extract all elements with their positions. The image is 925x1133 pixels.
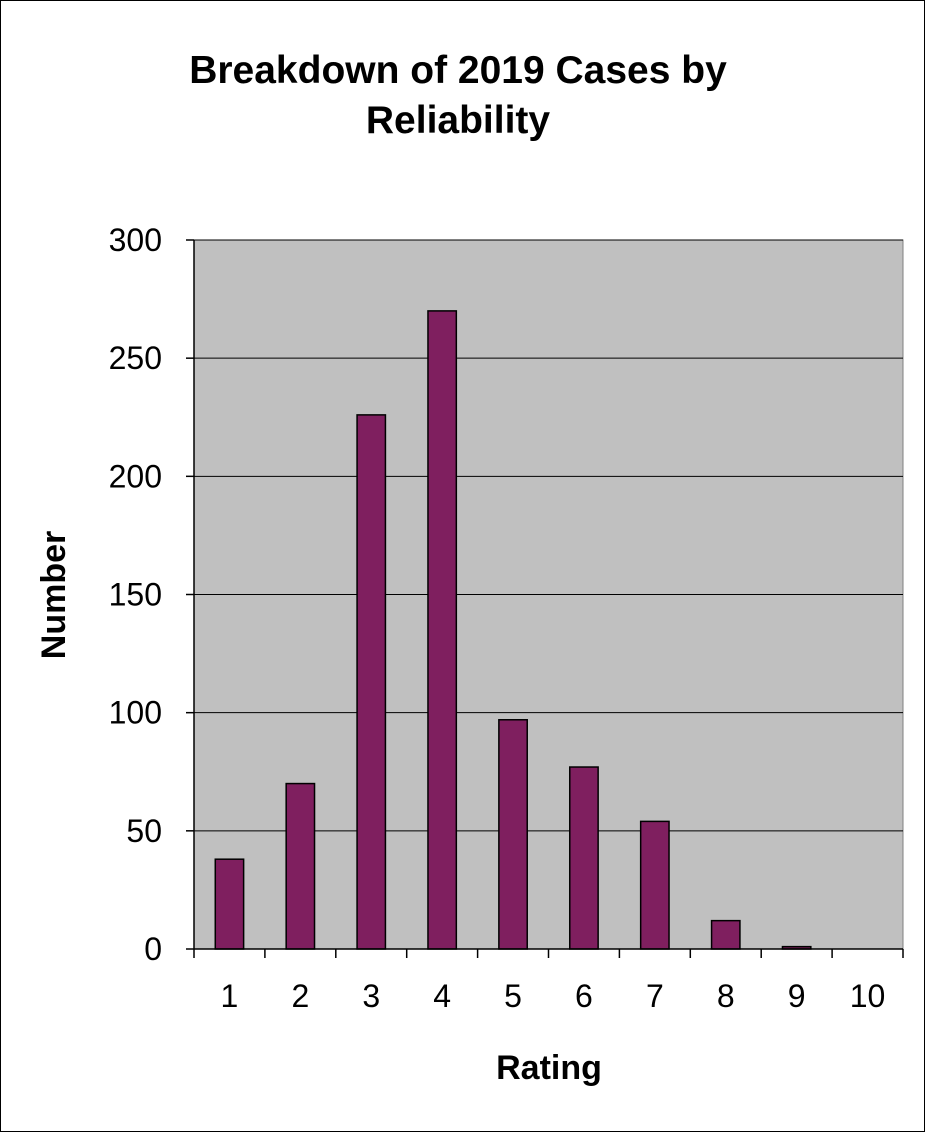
y-tick-label: 100 — [109, 695, 162, 731]
bar-1 — [214, 858, 245, 950]
chart-title-line-2: Reliability — [366, 99, 551, 142]
bar-5 — [498, 719, 528, 950]
chart-title-line-1: Breakdown of 2019 Cases by — [189, 49, 727, 92]
x-axis-ticks: 1 2 3 4 5 6 7 8 9 10 — [193, 949, 904, 1014]
y-tick-label: 200 — [109, 458, 162, 494]
x-tick-label: 2 — [291, 978, 309, 1014]
bar-3 — [356, 414, 387, 950]
x-tick-label: 4 — [433, 978, 451, 1014]
y-tick-label: 300 — [109, 222, 162, 258]
bars — [214, 310, 812, 950]
bar-8 — [710, 919, 741, 950]
bar-2 — [285, 782, 316, 950]
y-tick-label: 50 — [126, 813, 162, 849]
y-axis-title: Number — [35, 531, 73, 659]
x-axis-title: Rating — [496, 1049, 602, 1087]
bar-4 — [427, 310, 458, 950]
y-tick-label: 250 — [109, 340, 162, 376]
x-tick-label: 3 — [362, 978, 380, 1014]
bar-6 — [569, 766, 599, 950]
x-tick-label: 1 — [221, 978, 239, 1014]
x-tick-label: 7 — [646, 978, 664, 1014]
x-tick-label: 6 — [575, 978, 593, 1014]
y-axis-ticks: 0 50 100 150 200 250 300 — [109, 222, 194, 967]
y-tick-label: 150 — [109, 577, 162, 613]
y-tick-label: 0 — [144, 931, 162, 967]
x-tick-label: 8 — [717, 978, 735, 1014]
x-tick-label: 9 — [788, 978, 806, 1014]
x-tick-label: 5 — [504, 978, 522, 1014]
x-tick-label: 10 — [850, 978, 886, 1014]
bar-7 — [639, 820, 670, 950]
